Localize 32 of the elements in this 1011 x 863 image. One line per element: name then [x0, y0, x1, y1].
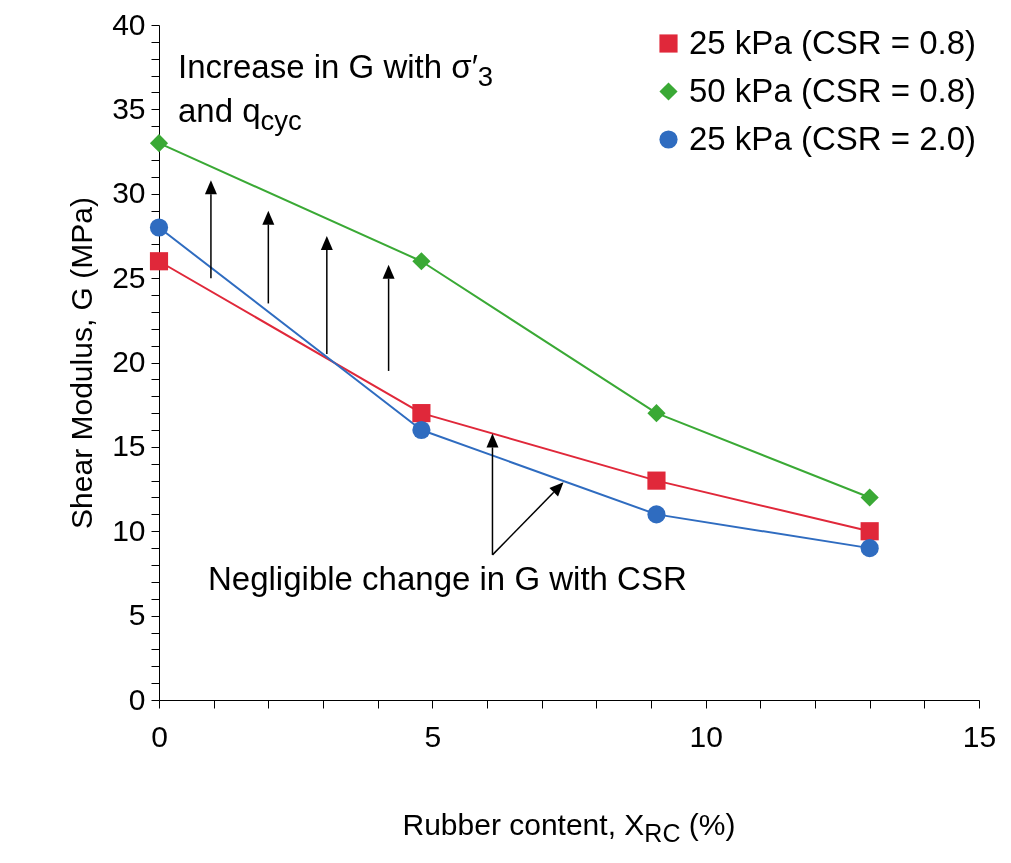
- x-axis-title: Rubber content, X$_{RC}$ (%): [402, 808, 736, 848]
- y-tick-label: 0: [128, 682, 146, 716]
- point: [149, 218, 169, 237]
- y-axis-title: Shear Modulus, G (MPa): [65, 197, 99, 529]
- point: [412, 404, 431, 423]
- point: [149, 252, 169, 271]
- y-tick-label: 15: [112, 429, 146, 463]
- y-tick-label: 30: [112, 176, 146, 210]
- text: Increase in G with σ′$_{3}$ and q$_{cyc}$: [178, 48, 494, 136]
- legend-label: 50 kPa (CSR = 0.8): [689, 71, 977, 109]
- y-tick-label: 40: [112, 7, 146, 41]
- x-tick-label: 15: [962, 719, 997, 753]
- x-tick-label: 0: [151, 719, 168, 753]
- y-tick-label: 20: [112, 345, 146, 378]
- y-tick-label: 5: [128, 598, 146, 632]
- y-tick-label: 35: [112, 91, 146, 125]
- annotation: Negligible change in G with CSR: [208, 560, 687, 598]
- x-tick-label: 5: [424, 719, 442, 753]
- point: [647, 471, 666, 490]
- point: [412, 252, 431, 271]
- legend-label: 25 kPa (CSR = 0.8): [689, 23, 977, 61]
- point: [647, 404, 666, 423]
- point: [860, 488, 879, 507]
- point: [860, 539, 879, 558]
- point: [149, 134, 169, 153]
- y-tick-label: 25: [112, 260, 146, 294]
- legend-label: 25 kPa (CSR = 2.0): [689, 119, 977, 157]
- point: [860, 522, 879, 541]
- point: [647, 505, 666, 524]
- x-tick-label: 10: [689, 719, 723, 753]
- y-tick-label: 10: [112, 513, 146, 547]
- point: [412, 420, 431, 440]
